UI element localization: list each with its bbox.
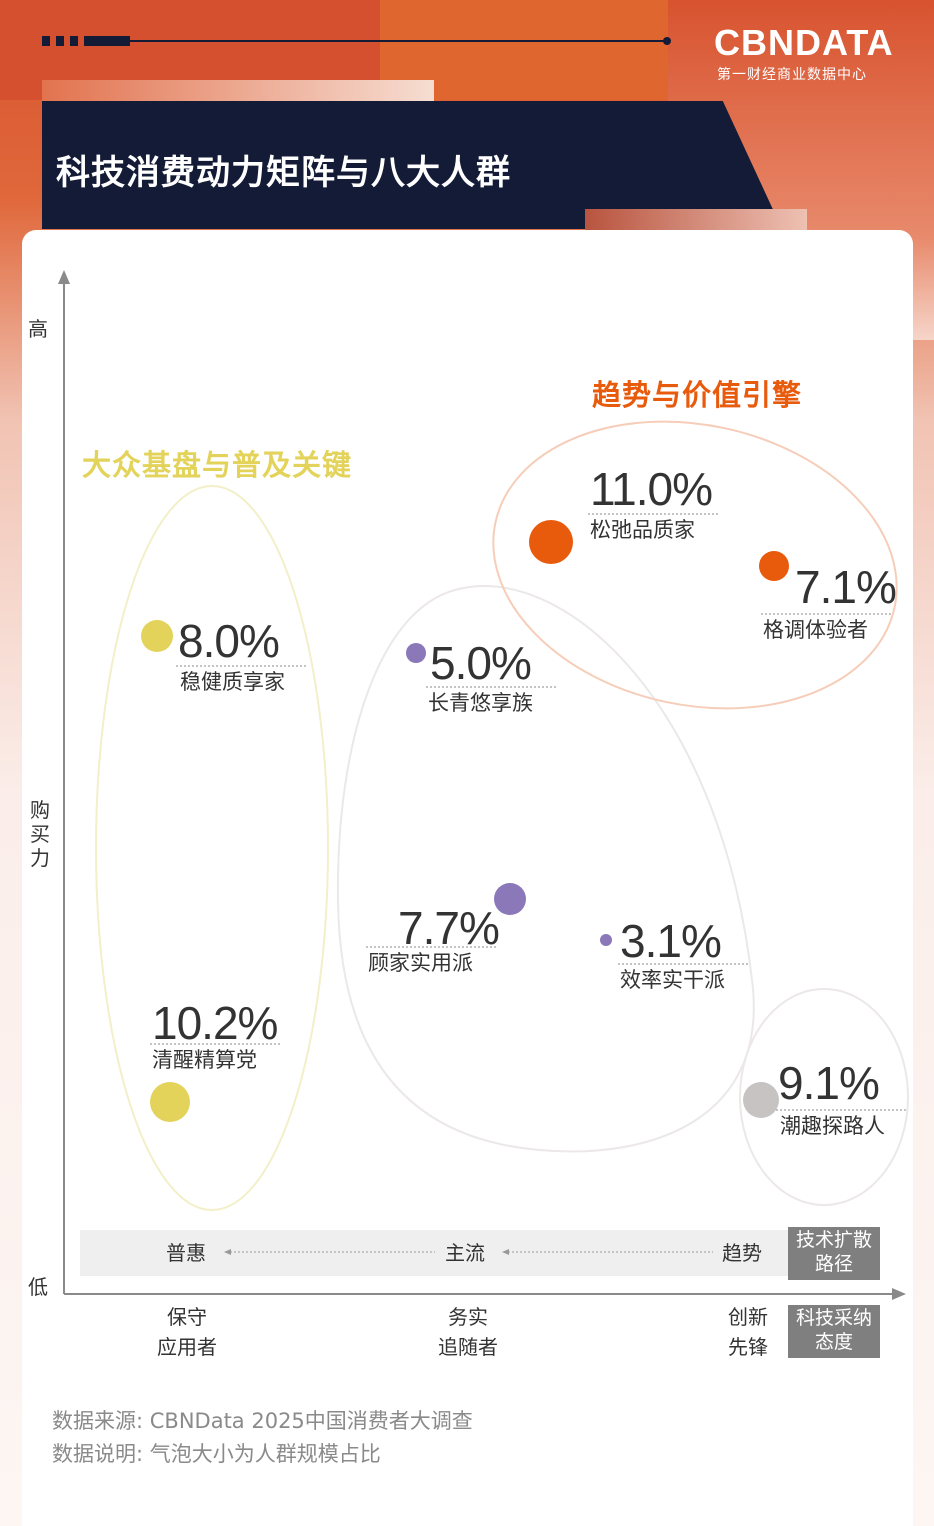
bubble-value-label: 8.0% <box>178 615 280 667</box>
group-outline-orange <box>492 420 898 710</box>
bubble-value-label: 7.7% <box>398 902 500 954</box>
y-axis-arrow <box>58 270 70 284</box>
line-dot <box>663 37 671 45</box>
bubble-name-label: 潮趣探路人 <box>780 1114 885 1138</box>
box-line: 路径 <box>814 1253 853 1275</box>
title-band <box>42 101 782 229</box>
diffusion-band <box>80 1230 788 1276</box>
x-axis-arrow <box>892 1288 906 1300</box>
header-stripe <box>42 80 434 102</box>
y-high-label: 高 <box>28 317 48 341</box>
bubble-value-label: 10.2% <box>152 997 278 1049</box>
data-note: 数据说明: 气泡大小为人群规模占比 <box>52 1442 381 1466</box>
box-line: 科技采纳 <box>795 1307 872 1329</box>
bubble-name-label: 长青悠享族 <box>428 691 533 715</box>
logo-subtitle: 第一财经商业数据中心 <box>717 67 867 83</box>
x-tick-label: 务实 追随者 <box>438 1305 498 1359</box>
bubble-value-label: 9.1% <box>778 1057 880 1109</box>
bars-icon <box>42 36 130 46</box>
bubble-name-label: 稳健质享家 <box>180 670 285 694</box>
box-line: 技术扩散 <box>795 1229 872 1251</box>
diffusion-label: 普惠 <box>166 1241 206 1265</box>
box-line: 态度 <box>814 1331 853 1353</box>
group-outline-gray <box>336 585 755 1153</box>
y-axis-label: 购买力 <box>30 798 50 870</box>
bubble-value-label: 7.1% <box>795 561 897 613</box>
bubble-name-label: 格调体验者 <box>763 618 868 642</box>
x-tick-label: 保守 应用者 <box>157 1305 217 1359</box>
page-title: 科技消费动力矩阵与八大人群 <box>56 153 511 193</box>
group-outline-yellow <box>95 485 329 1211</box>
chart-card <box>22 230 913 1526</box>
bubble-6 <box>600 934 612 946</box>
x-axis-title-box: 科技采纳 态度 <box>788 1305 880 1358</box>
y-low-label: 低 <box>28 1275 48 1299</box>
logo: CBNDATA <box>714 22 894 63</box>
x-tick-label: 创新 先锋 <box>728 1305 768 1359</box>
group-label-orange: 趋势与价值引擎 <box>592 378 803 412</box>
diffusion-label: 趋势 <box>722 1241 762 1265</box>
bubble-1 <box>529 520 573 564</box>
diffusion-title-box: 技术扩散 路径 <box>788 1227 880 1280</box>
group-outline-small <box>739 988 909 1206</box>
bubble-value-label: 3.1% <box>620 915 722 967</box>
bubble-2 <box>759 551 789 581</box>
bubble-5 <box>494 883 526 915</box>
bubble-name-label: 顾家实用派 <box>368 951 473 975</box>
bubble-7 <box>150 1082 190 1122</box>
bubble-value-label: 5.0% <box>430 637 532 689</box>
title-stripe <box>585 209 807 231</box>
bubble-name-label: 松弛品质家 <box>590 518 695 542</box>
bubble-4 <box>406 643 426 663</box>
bubble-name-label: 效率实干派 <box>620 968 725 992</box>
bubble-name-label: 清醒精算党 <box>152 1048 257 1072</box>
bubbles <box>141 513 906 1122</box>
bubble-value-label: 11.0% <box>590 463 713 515</box>
data-source: 数据来源: CBNData 2025中国消费者大调查 <box>52 1409 473 1433</box>
bubble-8 <box>743 1082 779 1118</box>
header-line <box>130 40 667 42</box>
bubble-3 <box>141 620 173 652</box>
diffusion-label: 主流 <box>445 1241 485 1265</box>
group-label-yellow: 大众基盘与普及关键 <box>82 448 353 482</box>
